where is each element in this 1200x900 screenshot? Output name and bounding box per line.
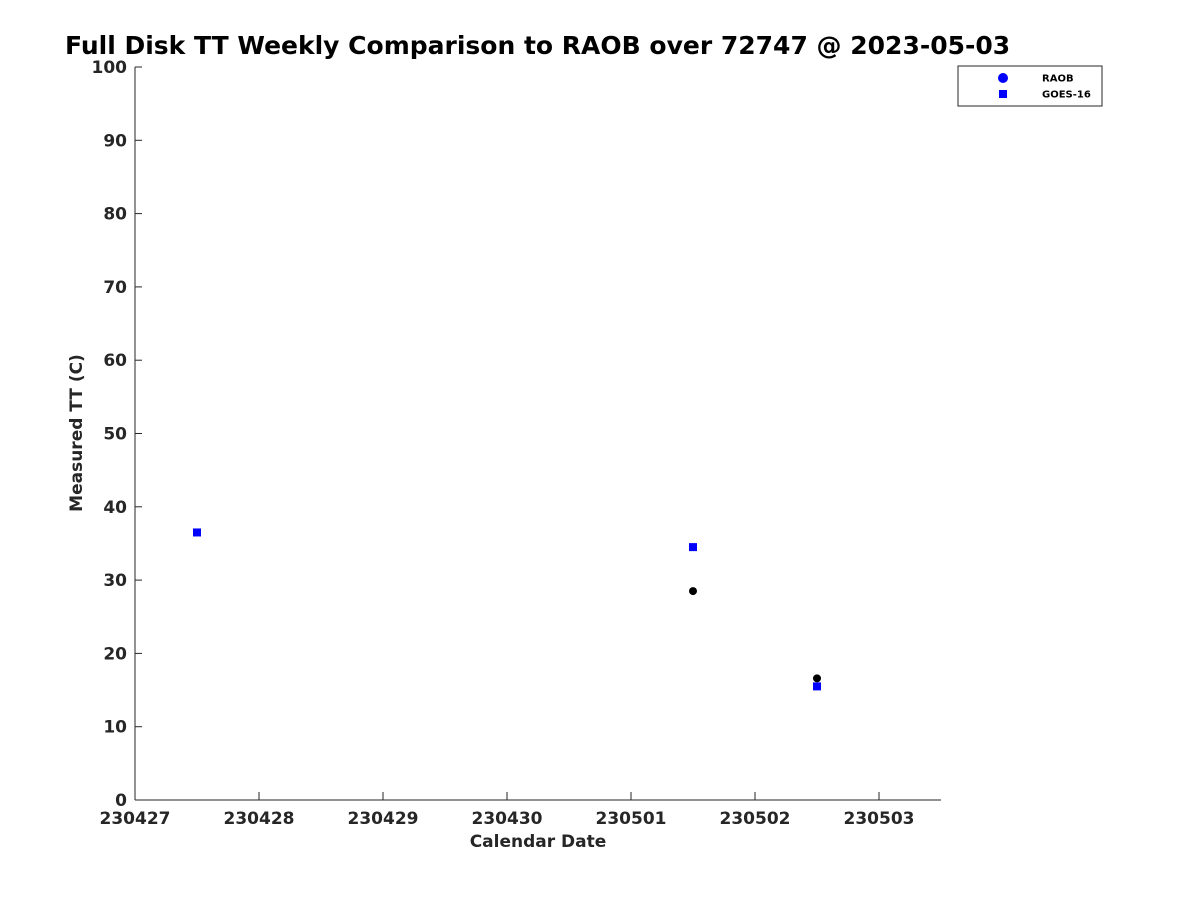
y-tick-label: 0	[115, 791, 127, 811]
chart-title: Full Disk TT Weekly Comparison to RAOB o…	[65, 31, 1010, 60]
y-tick-label: 20	[103, 644, 127, 664]
goes16-point	[193, 528, 201, 537]
x-tick-label: 230428	[224, 809, 295, 829]
raob-point	[813, 674, 821, 683]
legend-raob-label: RAOB	[1042, 74, 1074, 85]
x-tick-label: 230501	[596, 809, 667, 829]
x-axis-label: Calendar Date	[470, 832, 607, 852]
goes16-point	[813, 682, 821, 691]
x-tick-label: 230502	[720, 809, 791, 829]
x-tick-label: 230430	[472, 809, 543, 829]
x-ticks: 230427 230428 230429 230430 230501 230502 2305…	[100, 792, 915, 829]
y-tick-label: 90	[103, 131, 127, 151]
raob-point	[689, 587, 697, 596]
y-tick-label: 60	[103, 351, 127, 371]
data-markers	[193, 528, 821, 691]
y-tick-label: 100	[92, 58, 128, 78]
y-axis-label: Measured TT (C)	[67, 354, 87, 512]
y-tick-label: 70	[103, 278, 127, 298]
y-tick-label: 50	[103, 425, 127, 445]
legend-goes16-label: GOES-16	[1042, 90, 1091, 101]
y-tick-label: 40	[103, 498, 127, 518]
legend-raob-marker	[998, 73, 1008, 83]
axes-background	[135, 67, 941, 800]
x-tick-label: 230427	[100, 809, 171, 829]
y-tick-label: 30	[103, 571, 127, 591]
x-tick-label: 230503	[844, 809, 915, 829]
legend-box	[957, 65, 1103, 107]
y-ticks: 0 10 20 30 40 50 60 70 80 90 100	[92, 58, 142, 811]
y-tick-label: 80	[103, 205, 127, 225]
goes16-point	[689, 543, 697, 552]
y-tick-label: 10	[103, 718, 127, 738]
legend-goes16-marker	[999, 90, 1007, 98]
x-tick-label: 230429	[348, 809, 419, 829]
legend: RAOB GOES-16	[957, 65, 1103, 107]
